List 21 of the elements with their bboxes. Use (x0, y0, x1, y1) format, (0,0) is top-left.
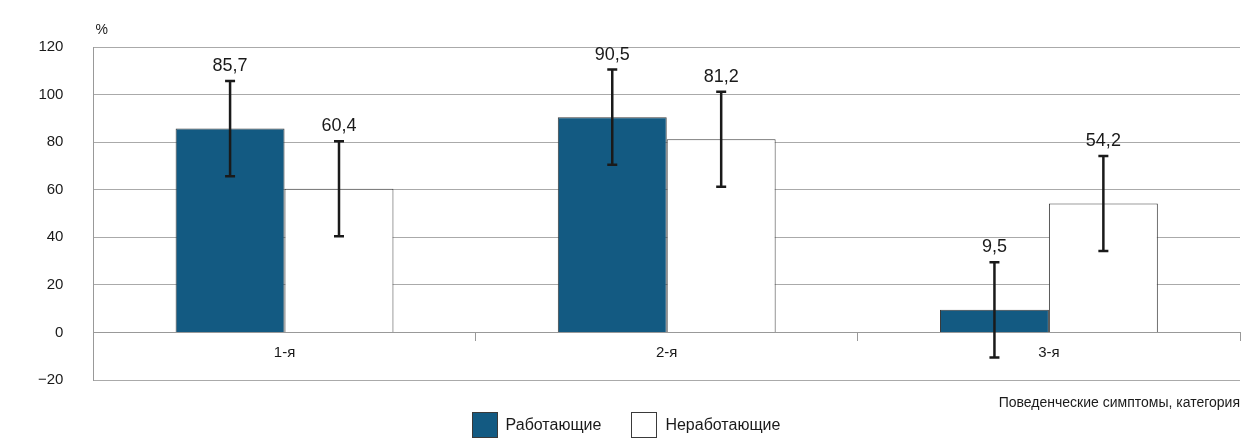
y-tick-label: 40 (46, 227, 64, 245)
y-tick-label: 80 (46, 132, 64, 150)
legend-label: Неработающие (665, 416, 781, 434)
y-tick-label: −20 (37, 370, 64, 388)
x-tick-label: 2-я (655, 342, 678, 360)
x-tick-label: 1-я (273, 342, 296, 360)
y-axis-title: % (95, 20, 108, 37)
data-label: 85,7 (212, 54, 248, 75)
y-tick-label: 100 (38, 84, 64, 102)
data-label: 81,2 (703, 65, 739, 86)
data-label: 54,2 (1085, 129, 1121, 150)
y-tick-label: 0 (55, 322, 64, 340)
y-tick-label: 20 (46, 275, 64, 292)
y-tick-label: 60 (46, 179, 64, 197)
x-axis-title: Поведенческие симптомы, категория (998, 394, 1240, 410)
data-label: 90,5 (594, 43, 630, 64)
data-label: 9,5 (981, 236, 1007, 257)
data-label: 60,4 (321, 115, 357, 136)
y-tick-label: 120 (38, 37, 64, 55)
legend-label: Работающие (505, 416, 602, 434)
x-tick-label: 3-я (1038, 342, 1060, 360)
